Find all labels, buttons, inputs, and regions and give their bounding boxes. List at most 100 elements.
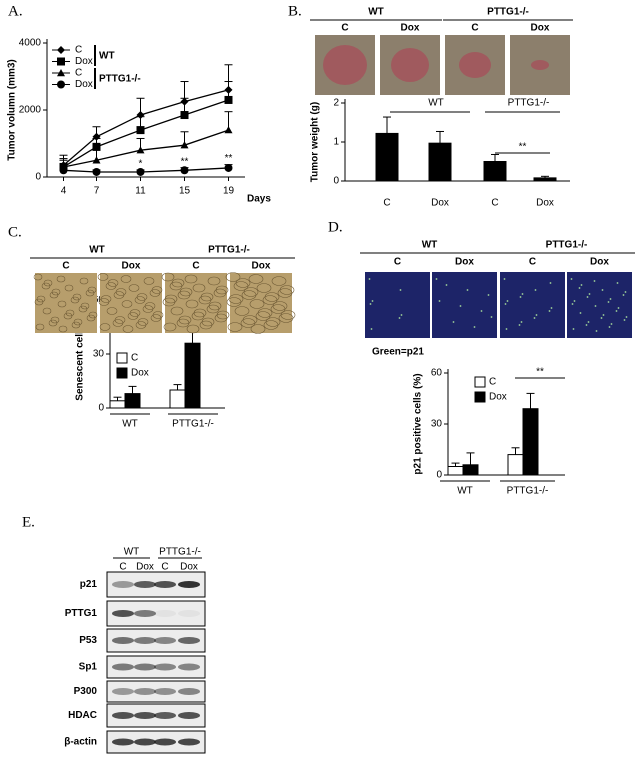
cell bbox=[36, 295, 46, 303]
series-line bbox=[63, 167, 229, 173]
photo-label: Dox bbox=[252, 261, 271, 272]
signal bbox=[452, 321, 455, 323]
signal bbox=[445, 284, 448, 286]
x-tick-label: 15 bbox=[179, 186, 191, 197]
panel-label: E. bbox=[22, 514, 35, 530]
y-axis-label: Tumor weight (g) bbox=[310, 102, 321, 182]
signal bbox=[616, 282, 619, 284]
cell bbox=[128, 284, 140, 292]
marker bbox=[136, 126, 145, 135]
legend-group: PTTG1-/- bbox=[99, 74, 141, 85]
blot-group: WT bbox=[124, 547, 140, 558]
signal bbox=[572, 328, 575, 330]
cell bbox=[227, 322, 243, 332]
marker bbox=[180, 166, 189, 175]
cell bbox=[152, 311, 164, 319]
signal bbox=[622, 294, 625, 296]
cell bbox=[136, 293, 148, 301]
cell bbox=[87, 286, 97, 294]
signal bbox=[580, 284, 583, 286]
cell bbox=[185, 299, 199, 309]
band bbox=[112, 712, 134, 719]
signal bbox=[615, 310, 618, 312]
signal bbox=[601, 289, 604, 291]
band bbox=[154, 581, 176, 588]
blot-lane: C bbox=[119, 562, 126, 573]
signal bbox=[480, 310, 483, 312]
signal bbox=[548, 310, 551, 312]
legend-label: Dox bbox=[131, 368, 149, 379]
legend-swatch bbox=[116, 367, 128, 379]
cell bbox=[64, 284, 74, 292]
y-axis-label: Senescent cells (%) bbox=[75, 307, 86, 400]
marker bbox=[92, 167, 101, 176]
signal bbox=[518, 324, 521, 326]
signal bbox=[503, 278, 506, 280]
tumor bbox=[459, 52, 491, 78]
annotation: ** bbox=[181, 156, 189, 167]
marker bbox=[224, 95, 233, 104]
cell bbox=[106, 307, 118, 315]
band bbox=[154, 738, 176, 746]
band bbox=[178, 663, 200, 671]
band bbox=[178, 610, 200, 617]
cell bbox=[100, 295, 112, 303]
bar bbox=[462, 464, 479, 476]
group-label: WT bbox=[89, 245, 105, 256]
series-line bbox=[63, 129, 229, 168]
blot-lane: Dox bbox=[136, 562, 154, 573]
photo-note: Green=p21 bbox=[372, 347, 424, 358]
marker bbox=[136, 167, 145, 176]
legend-swatch bbox=[474, 391, 486, 403]
signal bbox=[588, 293, 591, 295]
cell bbox=[192, 283, 206, 293]
band bbox=[112, 581, 134, 588]
marker bbox=[180, 141, 189, 149]
cell bbox=[265, 317, 281, 327]
cell bbox=[208, 301, 222, 311]
y-axis-label: p21 positive cells (%) bbox=[413, 373, 424, 474]
signal bbox=[490, 316, 493, 318]
photo-label: Dox bbox=[401, 23, 420, 34]
band bbox=[154, 637, 176, 644]
y-tick-label: 30 bbox=[93, 349, 105, 360]
photo-label: Dox bbox=[122, 261, 141, 272]
photo-label: C bbox=[341, 23, 348, 34]
legend-label: C bbox=[75, 45, 82, 56]
y-axis-label: Tumor volumn (mm3) bbox=[7, 59, 18, 160]
band bbox=[112, 637, 134, 644]
signal bbox=[608, 326, 611, 328]
cell bbox=[143, 277, 155, 285]
cell bbox=[97, 273, 109, 281]
band bbox=[178, 712, 200, 719]
y-tick-label: 60 bbox=[431, 368, 443, 379]
signal bbox=[369, 303, 372, 305]
cell bbox=[80, 302, 90, 310]
signal bbox=[617, 307, 620, 309]
band bbox=[134, 610, 156, 617]
cell bbox=[164, 294, 178, 304]
group-label: WT bbox=[422, 240, 438, 251]
signal bbox=[438, 300, 441, 302]
band bbox=[154, 712, 176, 719]
photo bbox=[100, 273, 162, 333]
cell bbox=[129, 309, 141, 317]
photo-label: Dox bbox=[590, 257, 609, 268]
bar bbox=[522, 408, 539, 476]
marker bbox=[224, 126, 233, 134]
photo-label: C bbox=[62, 261, 69, 272]
band bbox=[134, 738, 156, 746]
signal bbox=[602, 314, 605, 316]
cell bbox=[256, 283, 272, 293]
blot-row-label: HDAC bbox=[68, 710, 97, 721]
group-label: WT bbox=[428, 98, 444, 109]
cell bbox=[170, 306, 184, 316]
photo-label: Dox bbox=[455, 257, 474, 268]
cell bbox=[107, 279, 119, 287]
photo bbox=[432, 272, 497, 338]
photo-label: Dox bbox=[531, 23, 550, 34]
y-tick-label: 0 bbox=[436, 470, 442, 481]
signal bbox=[578, 287, 581, 289]
signal bbox=[595, 330, 598, 332]
cell bbox=[79, 277, 89, 285]
